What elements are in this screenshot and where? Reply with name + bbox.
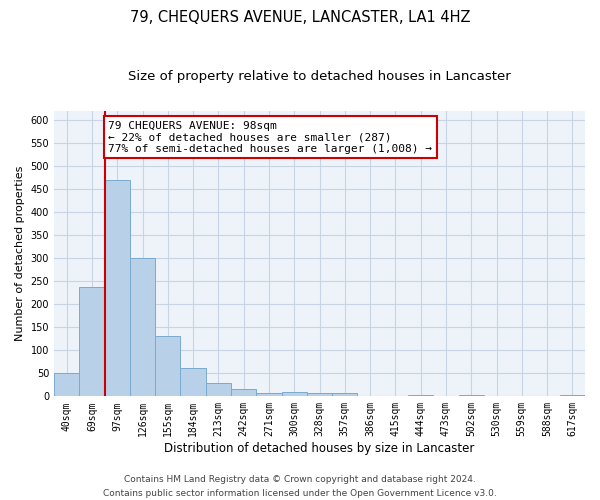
Bar	[155, 336, 181, 396]
Bar	[181, 368, 206, 396]
Bar	[458, 395, 484, 396]
Bar	[104, 180, 130, 396]
Text: 79 CHEQUERS AVENUE: 98sqm
← 22% of detached houses are smaller (287)
77% of semi: 79 CHEQUERS AVENUE: 98sqm ← 22% of detac…	[109, 120, 433, 154]
Text: Contains HM Land Registry data © Crown copyright and database right 2024.
Contai: Contains HM Land Registry data © Crown c…	[103, 476, 497, 498]
Bar	[307, 393, 332, 396]
Text: 79, CHEQUERS AVENUE, LANCASTER, LA1 4HZ: 79, CHEQUERS AVENUE, LANCASTER, LA1 4HZ	[130, 10, 470, 25]
Bar	[408, 395, 433, 396]
Bar	[79, 287, 104, 397]
Title: Size of property relative to detached houses in Lancaster: Size of property relative to detached ho…	[128, 70, 511, 83]
Bar	[54, 374, 79, 396]
Bar	[231, 389, 256, 396]
Y-axis label: Number of detached properties: Number of detached properties	[15, 166, 25, 341]
Bar	[206, 382, 231, 396]
Bar	[560, 395, 585, 396]
Bar	[130, 258, 155, 396]
Bar	[281, 392, 307, 396]
Bar	[256, 393, 281, 396]
Bar	[332, 393, 358, 396]
X-axis label: Distribution of detached houses by size in Lancaster: Distribution of detached houses by size …	[164, 442, 475, 455]
